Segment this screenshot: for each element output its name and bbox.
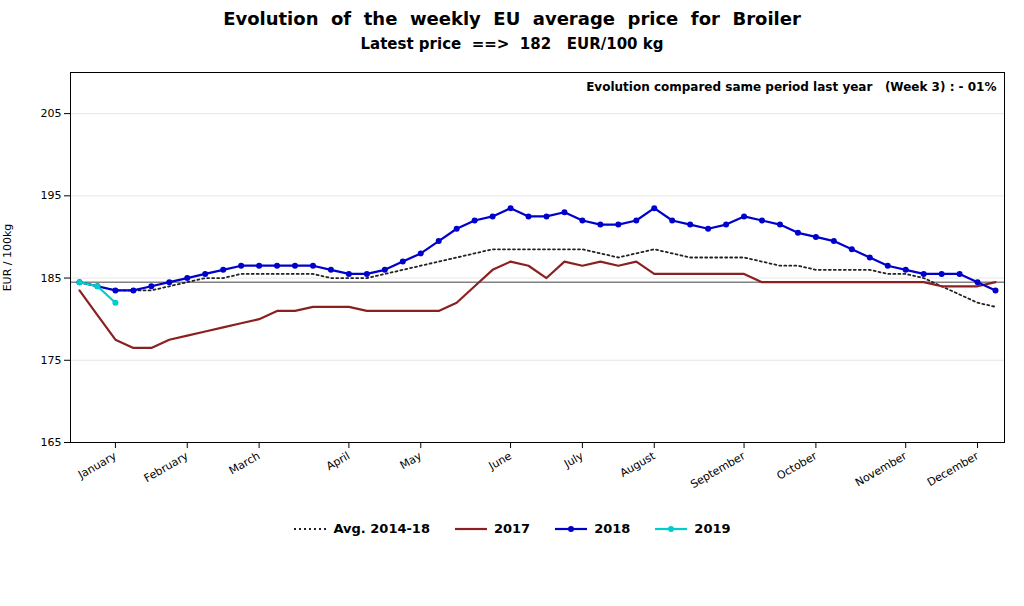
html-text:2019: 2019 xyxy=(694,521,731,536)
svg-text:May: May xyxy=(398,449,425,472)
svg-text:June: June xyxy=(486,449,514,473)
svg-text:October: October xyxy=(775,449,820,483)
html-text:Latest price ==> 182 EUR/100 k: Latest price ==> 182 EUR/100 kg xyxy=(360,35,664,53)
svg-text:August: August xyxy=(618,449,658,480)
svg-text:July: July xyxy=(561,449,586,471)
svg-text:Evolution compared same period: Evolution compared same period last year… xyxy=(586,80,996,94)
html-text:2018: 2018 xyxy=(594,521,631,536)
html-text:2017: 2017 xyxy=(494,521,531,536)
svg-text:165: 165 xyxy=(41,436,62,449)
html-text:Evolution of the weekly EU ave: Evolution of the weekly EU average price… xyxy=(223,8,801,29)
svg-text:April: April xyxy=(324,449,352,473)
svg-text:January: January xyxy=(75,449,119,482)
svg-text:September: September xyxy=(688,449,748,491)
svg-text:175: 175 xyxy=(41,354,62,367)
svg-text:March: March xyxy=(227,449,263,477)
svg-text:February: February xyxy=(142,449,191,485)
html-text:Avg. 2014-18: Avg. 2014-18 xyxy=(333,521,430,536)
svg-text:EUR / 100kg: EUR / 100kg xyxy=(1,224,14,292)
svg-text:November: November xyxy=(853,449,909,489)
svg-text:205: 205 xyxy=(41,107,62,120)
svg-text:December: December xyxy=(925,449,981,489)
svg-text:195: 195 xyxy=(41,189,62,202)
svg-text:185: 185 xyxy=(41,272,62,285)
